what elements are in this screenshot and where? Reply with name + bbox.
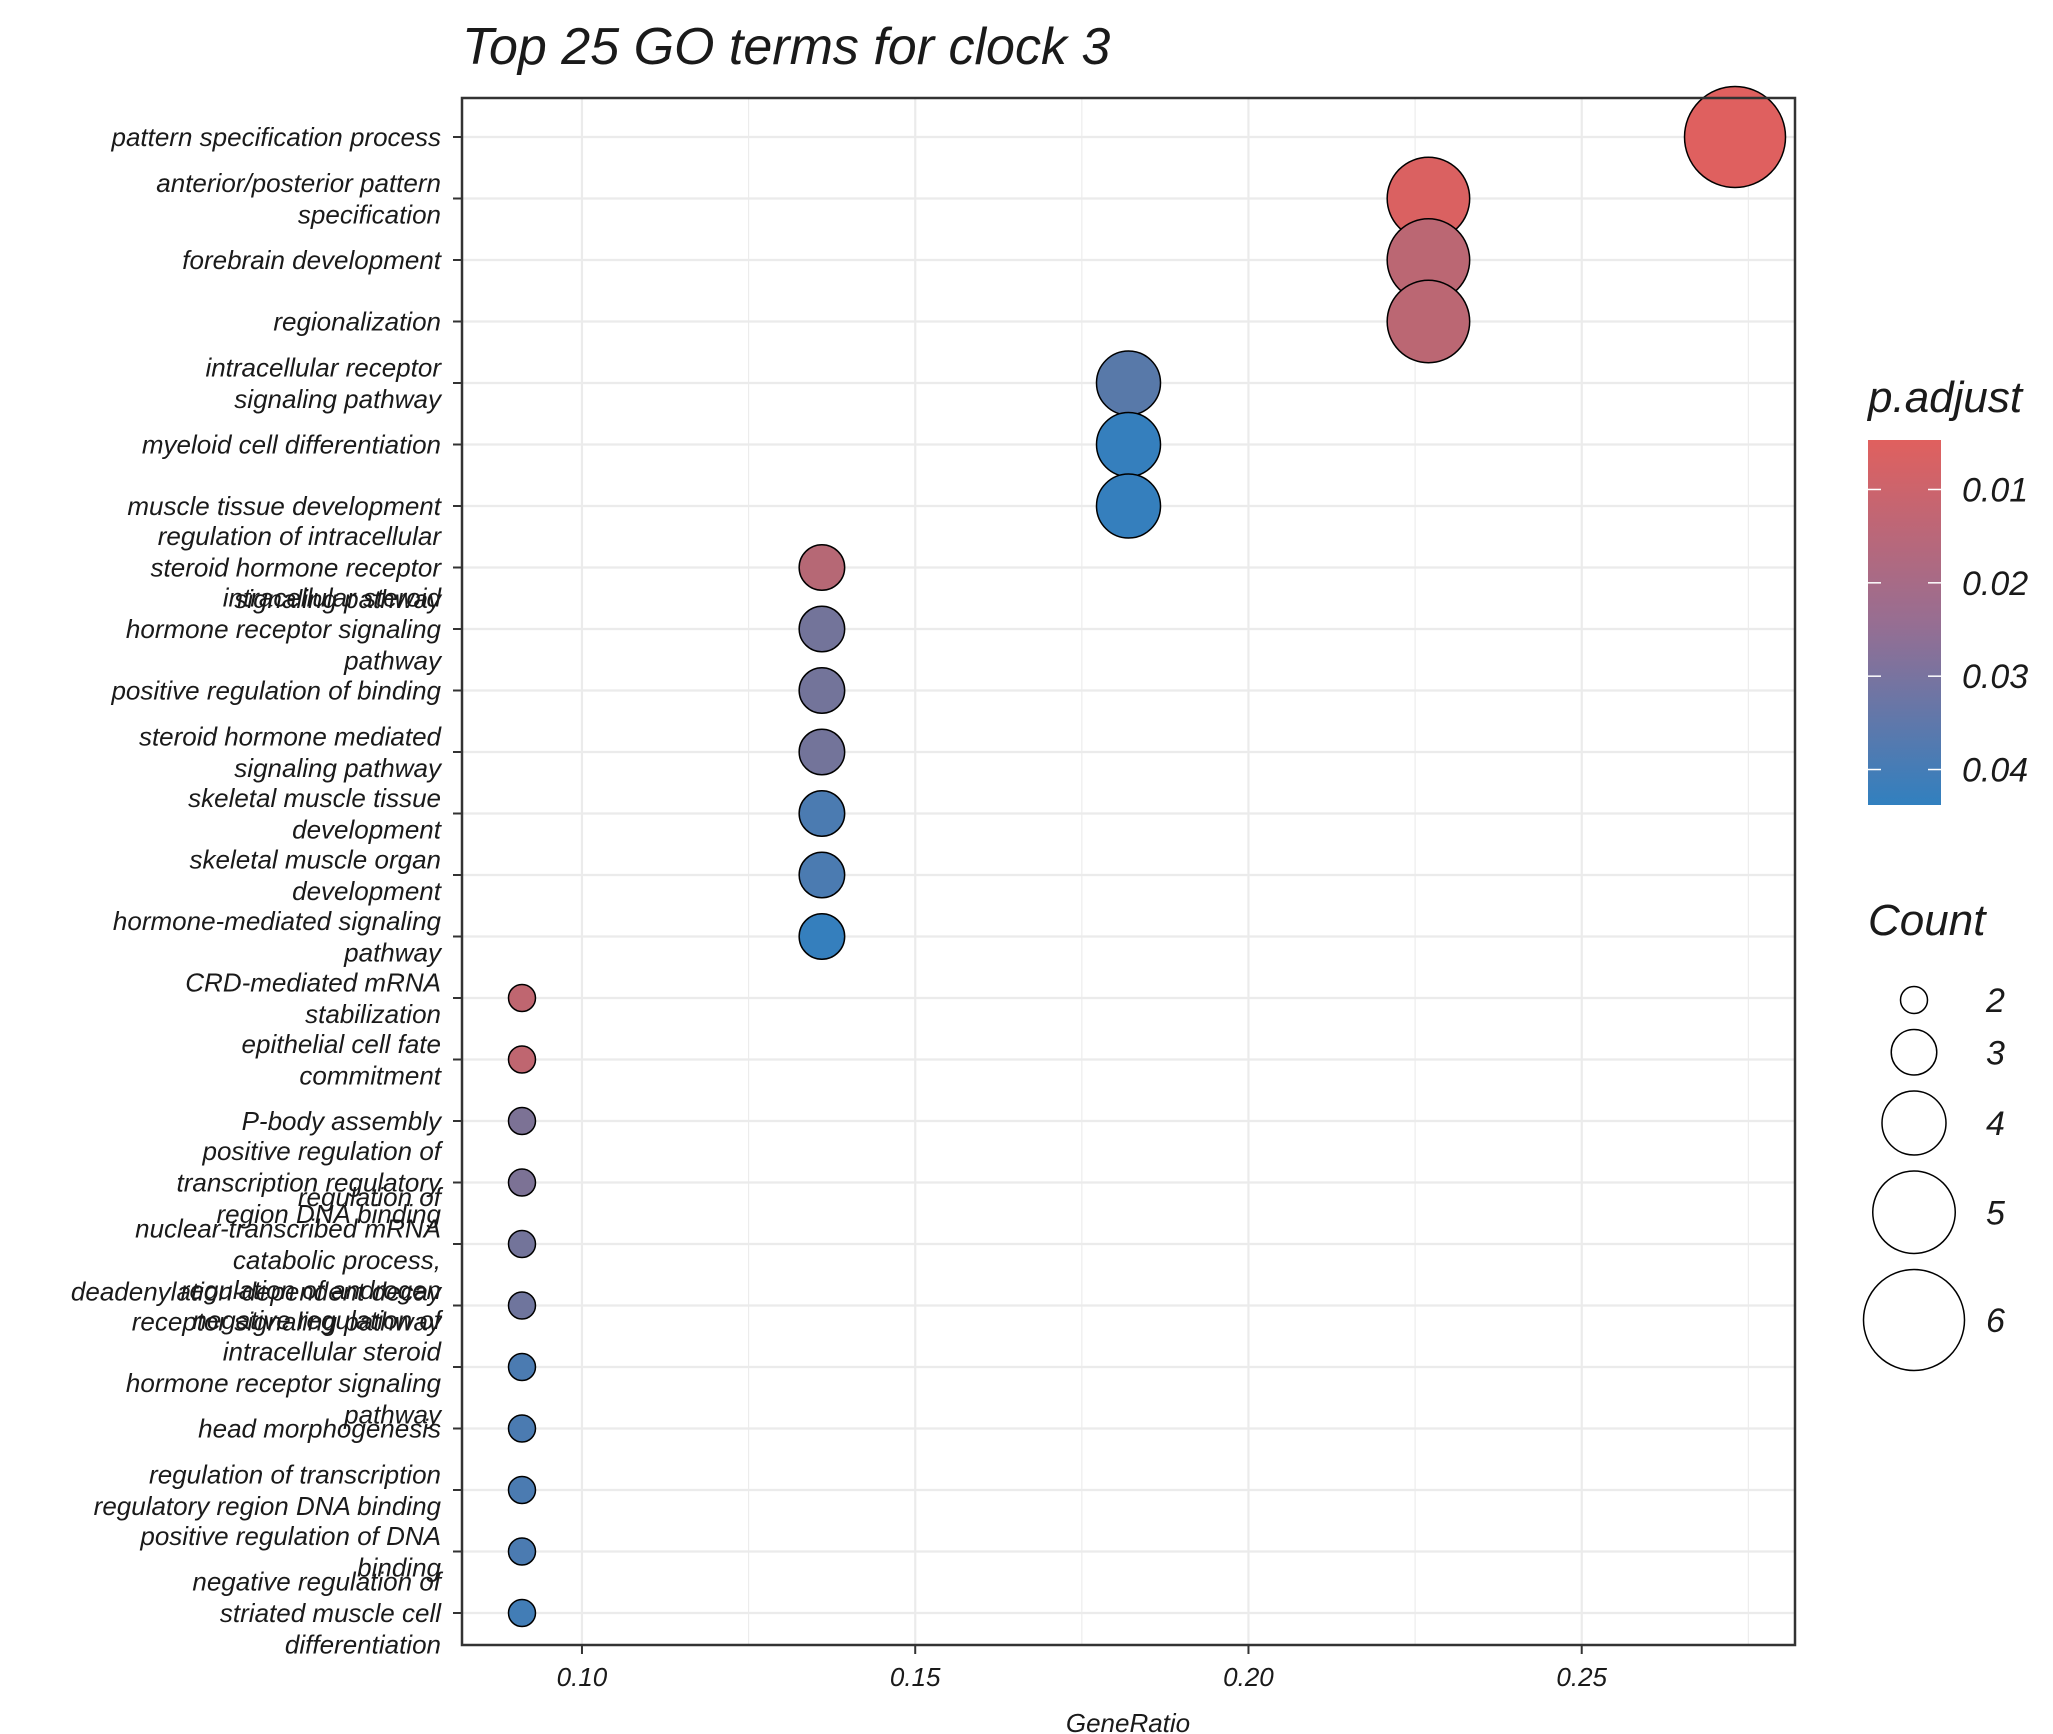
data-points [507, 85, 1787, 1628]
data-point [507, 1352, 537, 1382]
y-tick-label: P-body assembly [242, 1106, 443, 1136]
p-adjust-legend-title: p.adjust [1866, 373, 2024, 422]
count-legend-circle [1890, 1028, 1938, 1076]
count-legend-circle [1881, 1090, 1947, 1156]
x-tick-label: 0.10 [557, 1662, 608, 1692]
count-legend-circle [1862, 1268, 1966, 1372]
data-point [507, 1045, 537, 1074]
data-point [798, 851, 846, 899]
x-axis: 0.10 0.15 0.20 0.25 [557, 1645, 1608, 1692]
plot-panel [462, 98, 1795, 1645]
colorbar-tick-label: 0.02 [1962, 565, 2028, 603]
y-tick-label: myeloid cell differentiation [142, 430, 441, 460]
data-point [507, 1475, 537, 1505]
count-legend-label: 3 [1986, 1034, 2005, 1072]
y-tick-label: intracellular receptor signaling pathway [205, 352, 443, 414]
y-tick-label: positive regulation of transcription regu… [177, 1136, 444, 1229]
y-tick-label: negative regulation of striated muscle ce… [192, 1567, 443, 1660]
count-legend-circle [1899, 985, 1929, 1015]
data-point [507, 1229, 537, 1259]
data-point [798, 728, 846, 776]
data-point [1095, 350, 1162, 416]
data-point [507, 1598, 537, 1628]
y-tick-label: steroid hormone mediated signaling pathwa… [139, 721, 443, 783]
y-tick-label: epithelial cell fate commitment [242, 1029, 443, 1091]
y-tick-label: regulation of intracellular steroid hormo… [151, 521, 443, 614]
y-tick-label: forebrain development [182, 245, 442, 275]
count-legend: Count 2 3 4 5 6 [1862, 896, 2005, 1372]
count-legend-label: 4 [1986, 1105, 2005, 1143]
colorbar-tick-label: 0.01 [1962, 471, 2028, 509]
y-tick-label: negative regulation of intracellular ster… [126, 1305, 444, 1430]
p-adjust-colorbar-ticks: 0.01 0.02 0.03 0.04 [1868, 471, 2028, 790]
y-tick-label: skeletal muscle organ development [190, 844, 443, 906]
data-point [507, 1106, 537, 1136]
chart-title: Top 25 GO terms for clock 3 [462, 18, 1110, 76]
count-legend-label: 2 [1985, 982, 2005, 1020]
y-tick-label: regulation of androgen receptor signaling… [132, 1275, 443, 1337]
colorbar-tick-label: 0.04 [1962, 752, 2028, 790]
data-point [798, 605, 846, 653]
data-point [1683, 85, 1787, 189]
colorbar-tick-label: 0.03 [1962, 658, 2028, 696]
data-point [507, 1414, 537, 1443]
data-point [1386, 279, 1471, 364]
data-point [1095, 473, 1162, 539]
y-axis [453, 136, 462, 1614]
x-tick-label: 0.25 [1556, 1662, 1607, 1692]
count-legend-circle [1872, 1170, 1956, 1255]
y-tick-label: muscle tissue development [127, 491, 442, 521]
p-adjust-legend: p.adjust 0.01 0.02 0.03 0.04 [1866, 373, 2028, 805]
data-point [798, 913, 846, 960]
data-point [1095, 411, 1162, 478]
count-legend-keys: 2 3 4 5 6 [1862, 982, 2005, 1372]
data-point [798, 790, 846, 837]
y-tick-label: regionalization [273, 307, 441, 337]
y-axis-labels: pattern specification process anterior/po… [71, 122, 444, 1660]
data-point [507, 983, 537, 1013]
plot-border [460, 96, 1797, 1647]
y-tick-label: regulation of nuclear-transcribed mRNA cat… [71, 1182, 444, 1307]
x-tick-label: 0.20 [1223, 1662, 1274, 1692]
y-tick-label: head morphogenesis [198, 1414, 441, 1444]
count-legend-label: 5 [1986, 1194, 2005, 1232]
y-tick-label: pattern specification process [110, 122, 441, 152]
y-tick-label: positive regulation of DNA binding [139, 1521, 441, 1583]
p-adjust-colorbar [1868, 440, 1941, 805]
data-point [507, 1537, 537, 1566]
data-point [798, 667, 846, 714]
y-tick-label: anterior/posterior pattern specification [156, 168, 441, 230]
y-tick-label: hormone-mediated signaling pathway [113, 906, 443, 968]
data-point [507, 1291, 537, 1320]
x-axis-title: GeneRatio [1066, 1708, 1190, 1734]
y-tick-label: intracellular steroid hormone receptor si… [126, 583, 443, 676]
data-point [507, 1168, 537, 1197]
y-tick-label: regulation of transcription regulatory re… [94, 1459, 442, 1521]
y-tick-label: skeletal muscle tissue development [188, 783, 443, 845]
count-legend-label: 6 [1986, 1302, 2005, 1340]
x-tick-label: 0.15 [890, 1662, 941, 1692]
y-tick-label: CRD-mediated mRNA stabilization [185, 967, 441, 1029]
count-legend-title: Count [1868, 896, 1987, 945]
data-point [798, 544, 846, 591]
y-tick-label: positive regulation of binding [110, 676, 441, 706]
